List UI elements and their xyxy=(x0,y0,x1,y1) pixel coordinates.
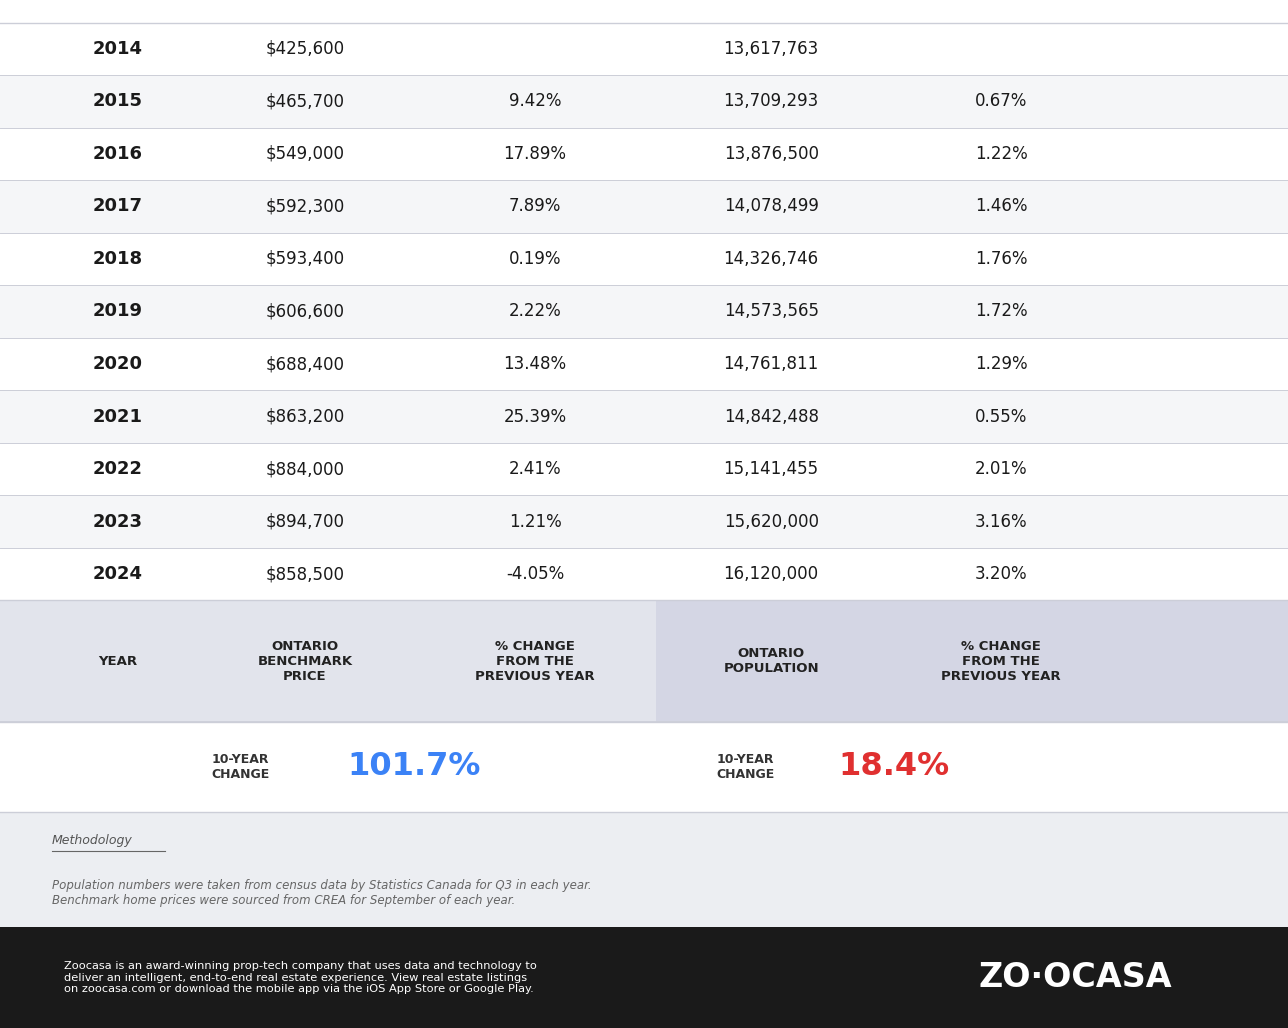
Text: 2014: 2014 xyxy=(93,40,143,58)
Text: 3.16%: 3.16% xyxy=(975,513,1028,530)
Text: 13.48%: 13.48% xyxy=(504,355,567,373)
Text: Population numbers were taken from census data by Statistics Canada for Q3 in ea: Population numbers were taken from censu… xyxy=(52,879,591,907)
Text: ONTARIO
POPULATION: ONTARIO POPULATION xyxy=(724,647,819,675)
Bar xyxy=(0,285,1288,338)
Bar xyxy=(0,180,1288,232)
Text: 13,709,293: 13,709,293 xyxy=(724,93,819,110)
Text: 1.76%: 1.76% xyxy=(975,250,1028,268)
Bar xyxy=(656,600,1288,722)
Text: 2.22%: 2.22% xyxy=(509,302,562,321)
Text: 1.22%: 1.22% xyxy=(975,145,1028,162)
Text: 7.89%: 7.89% xyxy=(509,197,562,216)
Text: 14,842,488: 14,842,488 xyxy=(724,407,819,426)
Bar xyxy=(0,391,1288,443)
Bar xyxy=(0,812,1288,927)
Bar xyxy=(0,548,1288,600)
Text: $425,600: $425,600 xyxy=(265,40,345,58)
Text: 2021: 2021 xyxy=(93,407,143,426)
Text: ONTARIO
BENCHMARK
PRICE: ONTARIO BENCHMARK PRICE xyxy=(258,639,353,683)
Bar xyxy=(0,495,1288,548)
Text: $884,000: $884,000 xyxy=(265,461,344,478)
Text: 2016: 2016 xyxy=(93,145,143,162)
Text: 0.55%: 0.55% xyxy=(975,407,1028,426)
Text: 14,573,565: 14,573,565 xyxy=(724,302,819,321)
Text: -4.05%: -4.05% xyxy=(506,565,564,583)
Text: 14,326,746: 14,326,746 xyxy=(724,250,819,268)
Text: ZO·OCASA: ZO·OCASA xyxy=(979,961,1172,994)
Text: Zoocasa is an award-winning prop-tech company that uses data and technology to
d: Zoocasa is an award-winning prop-tech co… xyxy=(64,961,537,994)
Text: $858,500: $858,500 xyxy=(265,565,344,583)
Bar xyxy=(0,600,656,722)
Text: 2.41%: 2.41% xyxy=(509,461,562,478)
Text: 2023: 2023 xyxy=(93,513,143,530)
Text: $592,300: $592,300 xyxy=(265,197,345,216)
Text: 15,620,000: 15,620,000 xyxy=(724,513,819,530)
Text: 2020: 2020 xyxy=(93,355,143,373)
Text: 1.46%: 1.46% xyxy=(975,197,1028,216)
Text: % CHANGE
FROM THE
PREVIOUS YEAR: % CHANGE FROM THE PREVIOUS YEAR xyxy=(475,639,595,683)
Text: 18.4%: 18.4% xyxy=(838,751,949,782)
Text: 9.42%: 9.42% xyxy=(509,93,562,110)
Text: Methodology: Methodology xyxy=(52,835,133,847)
Bar xyxy=(0,127,1288,180)
Text: 14,761,811: 14,761,811 xyxy=(724,355,819,373)
Text: YEAR: YEAR xyxy=(98,655,137,667)
Text: 10-YEAR
CHANGE: 10-YEAR CHANGE xyxy=(211,752,269,781)
Text: $465,700: $465,700 xyxy=(265,93,344,110)
Text: 13,876,500: 13,876,500 xyxy=(724,145,819,162)
Text: $863,200: $863,200 xyxy=(265,407,345,426)
Text: 2019: 2019 xyxy=(93,302,143,321)
Text: 16,120,000: 16,120,000 xyxy=(724,565,819,583)
Text: 17.89%: 17.89% xyxy=(504,145,567,162)
Text: 13,617,763: 13,617,763 xyxy=(724,40,819,58)
Text: 101.7%: 101.7% xyxy=(348,751,482,782)
Text: % CHANGE
FROM THE
PREVIOUS YEAR: % CHANGE FROM THE PREVIOUS YEAR xyxy=(942,639,1061,683)
Text: $549,000: $549,000 xyxy=(265,145,344,162)
Text: 3.20%: 3.20% xyxy=(975,565,1028,583)
Text: 2015: 2015 xyxy=(93,93,143,110)
Text: $688,400: $688,400 xyxy=(265,355,344,373)
Text: $593,400: $593,400 xyxy=(265,250,345,268)
Text: 14,078,499: 14,078,499 xyxy=(724,197,819,216)
Bar xyxy=(0,23,1288,75)
Bar xyxy=(0,232,1288,285)
Text: 25.39%: 25.39% xyxy=(504,407,567,426)
Bar xyxy=(0,338,1288,391)
Text: 2017: 2017 xyxy=(93,197,143,216)
Text: 10-YEAR
CHANGE: 10-YEAR CHANGE xyxy=(716,752,774,781)
Text: 1.29%: 1.29% xyxy=(975,355,1028,373)
Bar xyxy=(0,927,1288,1028)
Bar xyxy=(0,75,1288,127)
Bar xyxy=(0,722,1288,812)
Text: 2022: 2022 xyxy=(93,461,143,478)
Text: $606,600: $606,600 xyxy=(265,302,344,321)
Text: 2018: 2018 xyxy=(93,250,143,268)
Text: 2024: 2024 xyxy=(93,565,143,583)
Text: 0.67%: 0.67% xyxy=(975,93,1028,110)
Text: 1.72%: 1.72% xyxy=(975,302,1028,321)
Bar xyxy=(0,443,1288,495)
Text: 0.19%: 0.19% xyxy=(509,250,562,268)
Text: 15,141,455: 15,141,455 xyxy=(724,461,819,478)
Text: $894,700: $894,700 xyxy=(265,513,344,530)
Text: 1.21%: 1.21% xyxy=(509,513,562,530)
Text: 2.01%: 2.01% xyxy=(975,461,1028,478)
